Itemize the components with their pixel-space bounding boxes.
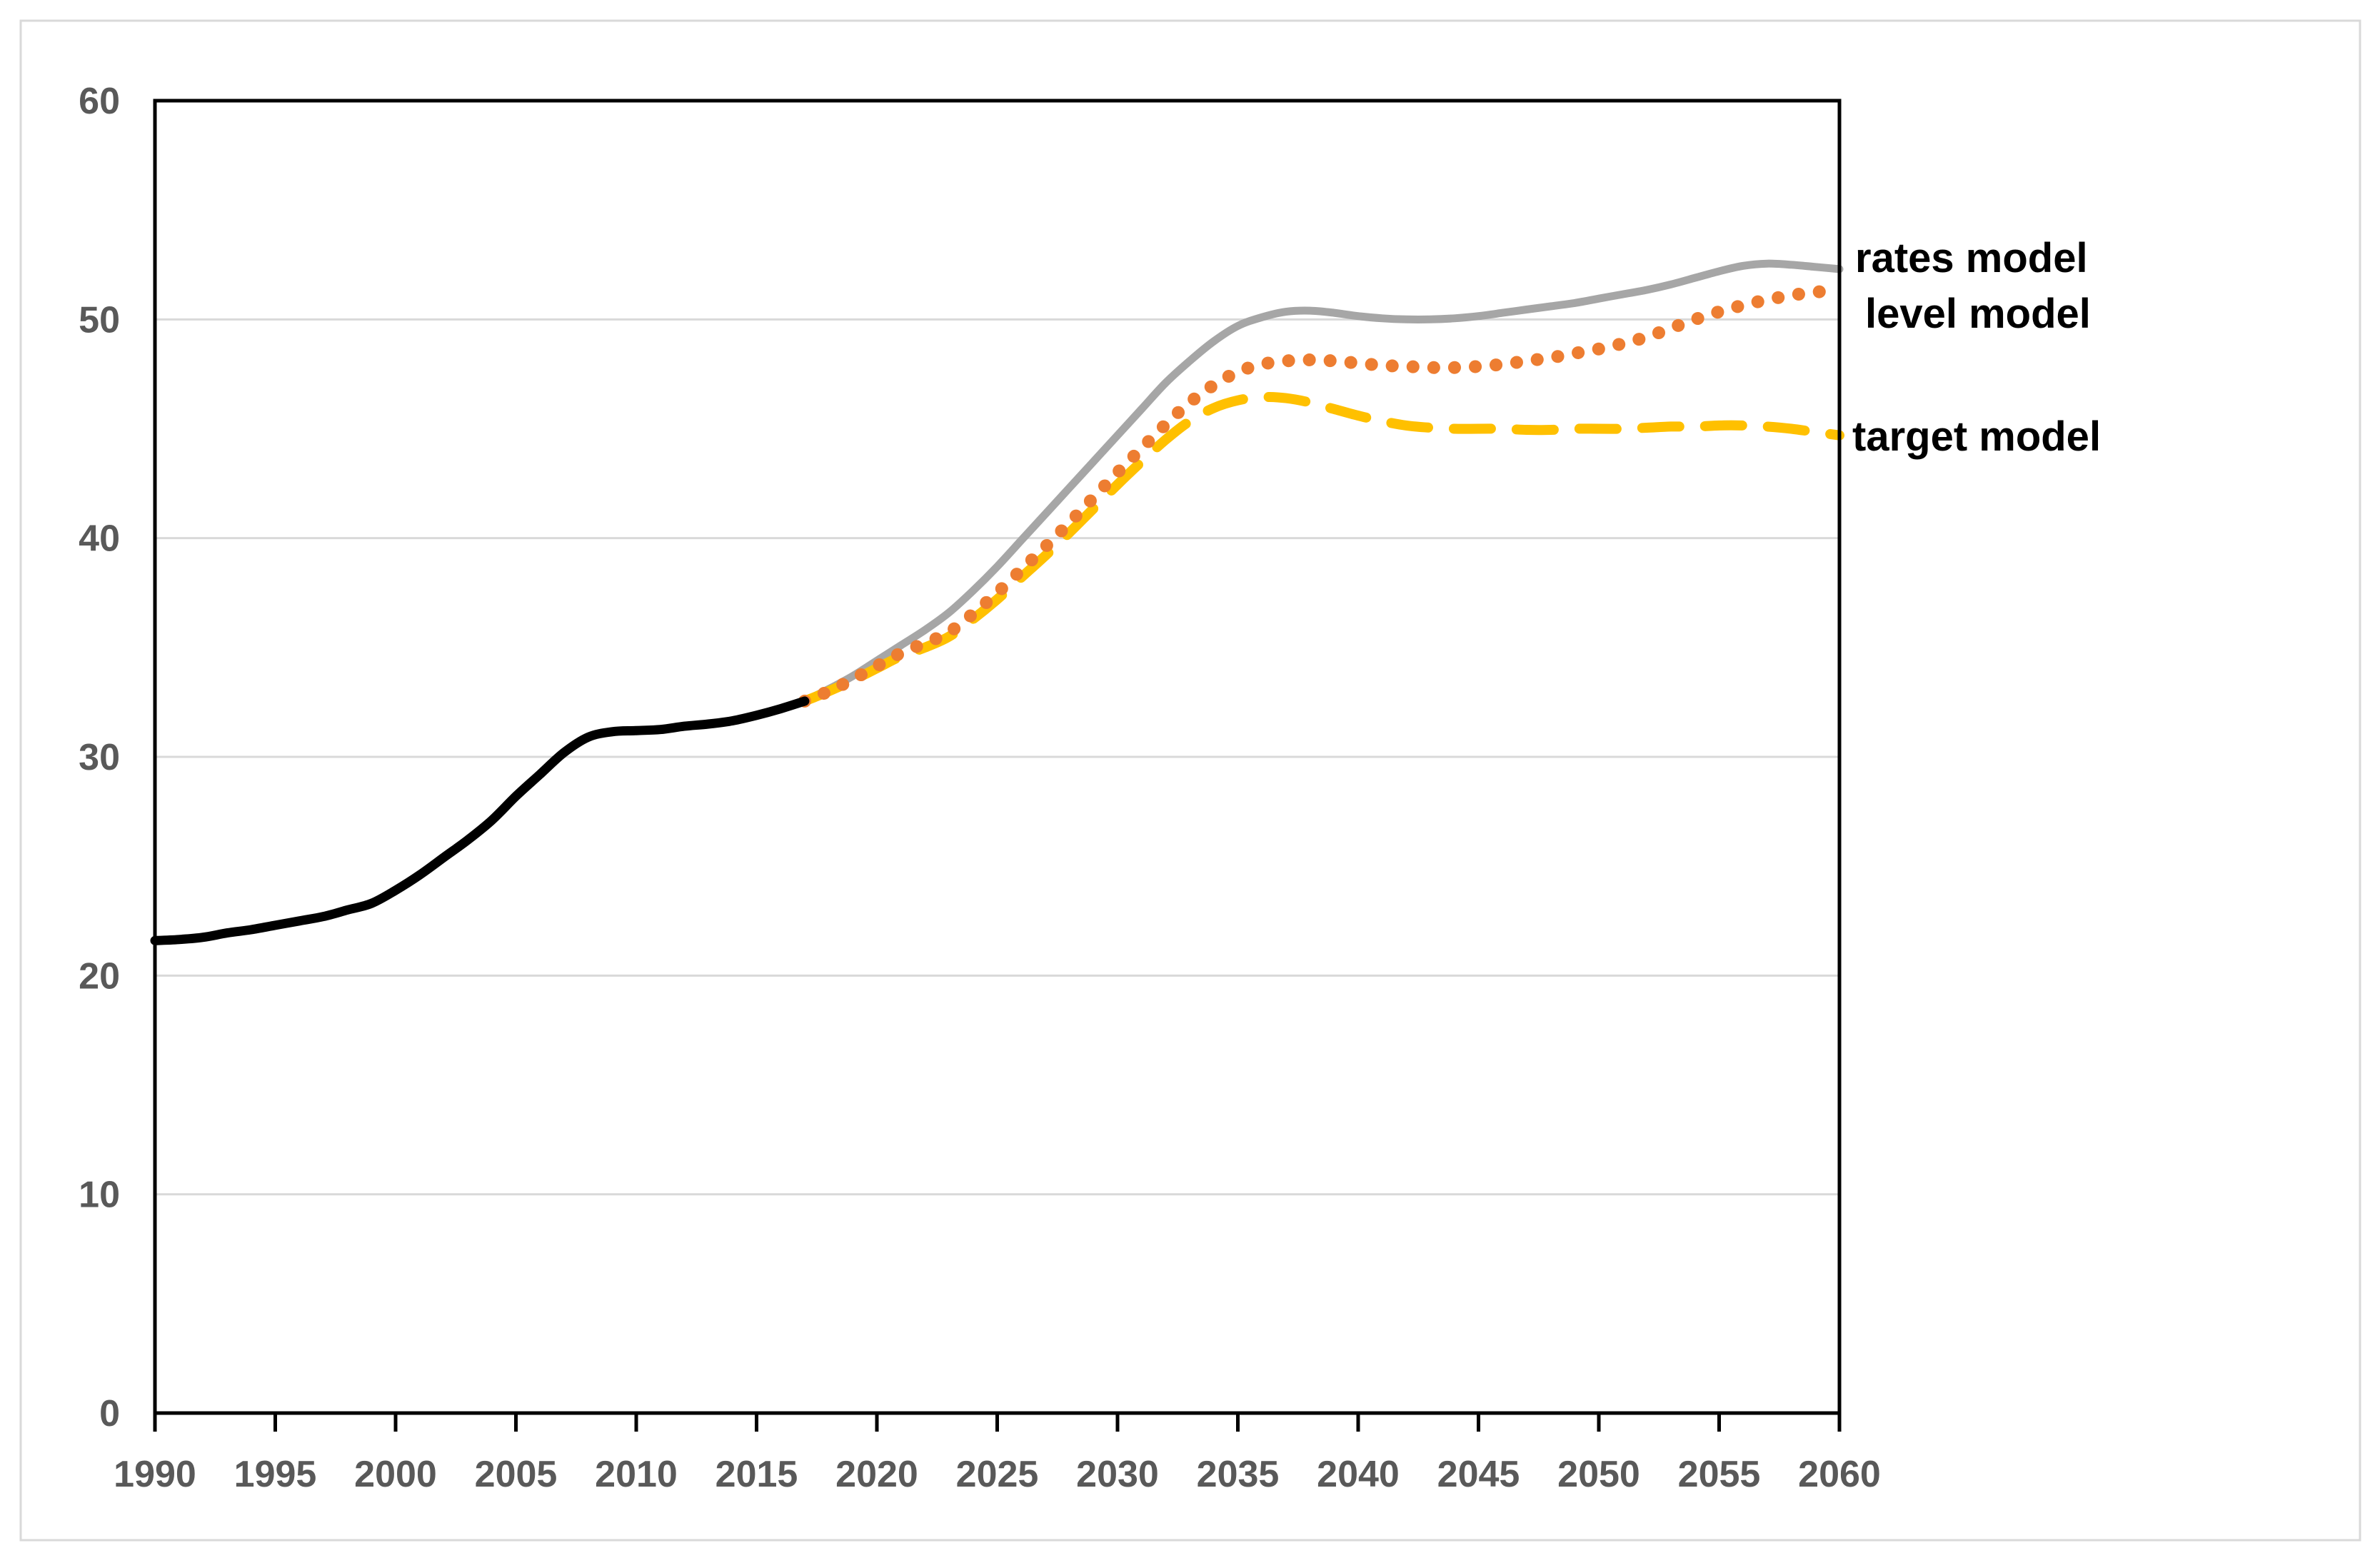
x-tick-label-2025: 2025 [956,1454,1039,1495]
legend-target-model: target model [1852,413,2101,460]
x-tick-label-2030: 2030 [1076,1454,1159,1495]
x-tick-label-1990: 1990 [114,1454,196,1495]
series-lines [150,259,1846,945]
y-tick-label-50: 50 [79,299,120,341]
x-tick-label-2060: 2060 [1798,1454,1881,1495]
y-tick-label-30: 30 [79,737,120,778]
y-tick-label-60: 60 [79,81,120,122]
x-tick-label-2040: 2040 [1317,1454,1400,1495]
x-tick-label-2055: 2055 [1678,1454,1761,1495]
y-tick-label-10: 10 [79,1175,120,1216]
x-tick-label-2005: 2005 [475,1454,558,1495]
x-tick-label-2050: 2050 [1557,1454,1640,1495]
x-tick-label-2000: 2000 [354,1454,437,1495]
series-target-model-line [799,391,1844,706]
legend-level-model: level model [1865,291,2091,337]
y-tick-label-20: 20 [79,955,120,997]
axes [153,99,1842,1432]
x-tick-label-1995: 1995 [234,1454,317,1495]
x-tick-label-2045: 2045 [1437,1454,1520,1495]
x-tick-label-2010: 2010 [595,1454,678,1495]
legend: rates model level model target model [1852,235,2101,460]
series-level-model-line [798,284,1846,708]
y-tick-label-0: 0 [99,1393,120,1434]
x-tick-label-2015: 2015 [715,1454,798,1495]
series-historical-line [150,696,810,945]
x-tick-label-2020: 2020 [835,1454,918,1495]
y-tick-label-40: 40 [79,518,120,560]
gridlines [155,318,1839,1196]
series-rates-model-line [800,259,1844,705]
figure-frame-border [19,19,2361,1542]
legend-rates-model: rates model [1855,235,2088,281]
x-tick-label-2035: 2035 [1197,1454,1280,1495]
